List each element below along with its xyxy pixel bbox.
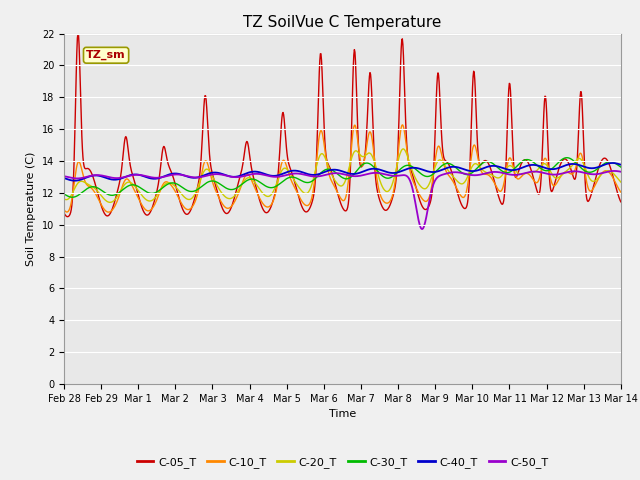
Y-axis label: Soil Temperature (C): Soil Temperature (C) <box>26 152 36 266</box>
Legend: C-05_T, C-10_T, C-20_T, C-30_T, C-40_T, C-50_T: C-05_T, C-10_T, C-20_T, C-30_T, C-40_T, … <box>132 453 552 472</box>
X-axis label: Time: Time <box>329 409 356 419</box>
Title: TZ SoilVue C Temperature: TZ SoilVue C Temperature <box>243 15 442 30</box>
Text: TZ_sm: TZ_sm <box>86 50 126 60</box>
